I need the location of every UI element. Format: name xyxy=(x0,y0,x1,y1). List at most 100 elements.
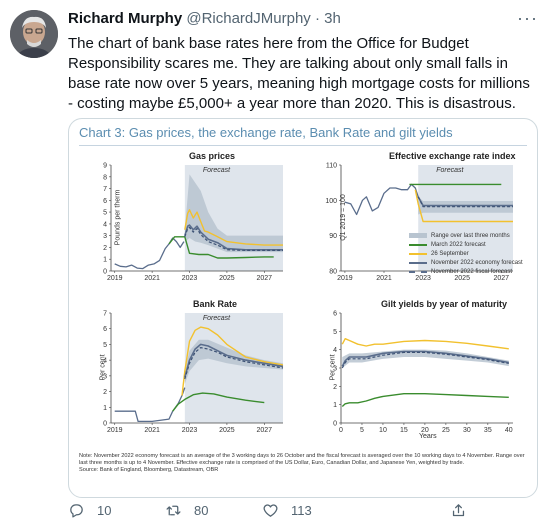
x-tick-label: 2027 xyxy=(257,275,273,282)
range-band xyxy=(184,339,283,384)
series-line-march xyxy=(172,392,265,412)
x-tick-label: 2021 xyxy=(144,427,160,434)
y-tick-label: 4 xyxy=(103,358,107,365)
y-tick-label: 3 xyxy=(103,373,107,380)
x-tick-label: 2019 xyxy=(107,427,123,434)
x-axis-label: Years xyxy=(419,433,437,440)
x-tick-label: 35 xyxy=(484,427,492,434)
series-line-sept xyxy=(414,189,513,223)
legend-swatch xyxy=(409,261,427,264)
x-tick-label: 2023 xyxy=(182,427,198,434)
x-tick-label: 2021 xyxy=(376,275,392,282)
legend-swatch xyxy=(409,243,427,246)
y-tick-label: 100 xyxy=(325,198,337,205)
legend-label: March 2022 forecast xyxy=(431,241,486,248)
reply-button[interactable]: 10 xyxy=(68,502,111,519)
heart-icon xyxy=(263,504,278,517)
y-tick-label: 4 xyxy=(333,347,337,354)
x-tick-label: 2027 xyxy=(493,275,509,282)
y-tick-label: 1 xyxy=(103,405,107,412)
series-line-history xyxy=(344,183,419,216)
y-tick-label: 4 xyxy=(103,221,107,228)
legend-swatch xyxy=(409,233,427,238)
gas-prices-panel: Gas prices Pounds per therm 0 1 2 3 4 5 6 7 8 9 2019… xyxy=(89,149,289,285)
series-line-nov-fiscal xyxy=(184,346,284,380)
separator: · xyxy=(314,10,320,27)
series-line-nov-economy xyxy=(341,350,509,367)
retweet-icon xyxy=(166,505,181,516)
panel-title: Bank Rate xyxy=(193,299,238,309)
legend-item: Range over last three months xyxy=(409,231,529,240)
forecast-label: Forecast xyxy=(202,315,231,322)
y-tick-label: 9 xyxy=(103,163,107,170)
y-tick-label: 2 xyxy=(103,389,107,396)
series-line-nov-economy xyxy=(184,343,284,378)
y-tick-label: 80 xyxy=(329,269,337,276)
legend-label: Range over last three months xyxy=(431,232,510,239)
retweet-button[interactable]: 80 xyxy=(165,502,208,519)
series-line-march xyxy=(341,392,509,408)
legend-label: 26 September xyxy=(431,250,469,257)
y-tick-label: 110 xyxy=(326,163,337,170)
y-tick-label: 1 xyxy=(333,402,337,409)
series-line-history xyxy=(114,387,186,423)
x-tick-label: 15 xyxy=(400,427,408,434)
y-tick-label: 5 xyxy=(103,210,107,217)
timestamp[interactable]: 3h xyxy=(324,10,341,27)
y-tick-label: 6 xyxy=(333,311,337,318)
reply-count: 10 xyxy=(97,503,112,518)
panel-title: Gas prices xyxy=(189,151,236,161)
author-name[interactable]: Richard Murphy xyxy=(68,10,183,27)
exchange-rate-panel: Effective exchange rate index Q1 2019 = 1… xyxy=(319,149,519,285)
y-tick-label: 0 xyxy=(103,269,107,276)
x-tick-label: 0 xyxy=(339,427,343,434)
panel-plot: 0 1 2 3 4 5 6 7 8 9 2019 2021 2023 2025 2027 xyxy=(103,163,283,282)
bank-rate-panel: Bank Rate Per cent 0 1 2 3 4 5 6 7 2019 2021 2023 202… xyxy=(89,297,289,437)
legend-item: November 2022 fiscal forecast xyxy=(409,267,529,276)
like-button[interactable]: 113 xyxy=(262,502,312,519)
x-tick-label: 2019 xyxy=(337,275,353,282)
chart-title-rule xyxy=(79,145,527,146)
more-icon[interactable]: ··· xyxy=(517,8,538,28)
range-band xyxy=(342,349,509,368)
avatar[interactable] xyxy=(10,10,58,58)
y-tick-label: 3 xyxy=(103,233,107,240)
chart-source: Source: Bank of England, Bloomberg, Data… xyxy=(79,467,219,473)
y-tick-label: 5 xyxy=(103,342,107,349)
y-tick-label: 6 xyxy=(103,326,107,333)
forecast-shade xyxy=(418,165,513,271)
legend-label: November 2022 fiscal forecast xyxy=(431,268,513,275)
chart-image[interactable]: Chart 3: Gas prices, the exchange rate, … xyxy=(68,118,538,498)
x-tick-label: 2027 xyxy=(257,427,273,434)
panel-plot: 0 1 2 3 4 5 6 0 5 10 15 20 25 30 35 40 xyxy=(333,311,513,434)
y-tick-label: 7 xyxy=(103,186,107,193)
x-tick-label: 2023 xyxy=(415,275,431,282)
series-line-march xyxy=(168,236,274,259)
panel-plot: 0 1 2 3 4 5 6 7 2019 2021 2023 2025 2027 xyxy=(103,311,284,434)
y-tick-label: 0 xyxy=(333,421,337,428)
tweet-text: The chart of bank base rates here from t… xyxy=(68,35,530,112)
chart-note-text: Note: November 2022 economy forecast is … xyxy=(79,453,525,466)
author-handle[interactable]: @RichardJMurphy xyxy=(186,10,311,27)
y-tick-label: 90 xyxy=(329,233,337,240)
legend-item: March 2022 forecast xyxy=(409,240,529,249)
y-tick-label: 1 xyxy=(103,257,107,264)
series-line-sept xyxy=(341,338,509,350)
legend-item: November 2022 economy forecast xyxy=(409,258,529,267)
x-tick-label: 40 xyxy=(505,427,513,434)
legend-item: 26 September xyxy=(409,249,529,258)
retweet-count: 80 xyxy=(194,503,209,518)
x-tick-label: 2021 xyxy=(144,275,160,282)
share-button[interactable] xyxy=(450,502,479,519)
reply-icon xyxy=(70,504,83,518)
y-tick-label: 7 xyxy=(103,311,107,318)
forecast-label: Forecast xyxy=(436,167,464,174)
series-line-nov-economy xyxy=(417,196,513,207)
tweet-header: Richard Murphy @RichardJMurphy · 3h xyxy=(68,10,341,27)
chart-legend: Range over last three months March 2022 f… xyxy=(409,231,529,276)
y-tick-label: 2 xyxy=(103,245,107,252)
y-tick-label: 8 xyxy=(103,174,107,181)
forecast-label: Forecast xyxy=(202,167,231,174)
x-tick-label: 5 xyxy=(360,427,364,434)
